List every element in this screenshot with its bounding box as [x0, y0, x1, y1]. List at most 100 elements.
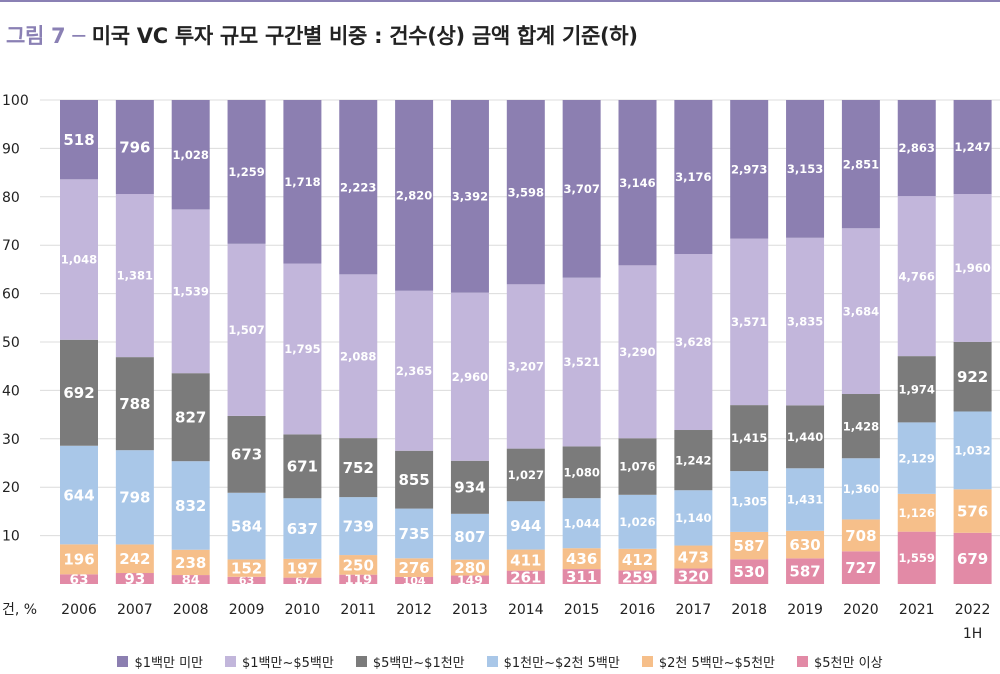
data-label: 276	[398, 559, 429, 577]
x-tick-label: 2019	[787, 602, 823, 618]
data-label: 673	[231, 446, 262, 464]
data-label: 587	[789, 563, 820, 581]
bar-segment-lt1m	[60, 100, 98, 180]
bar-segment-lt1m	[674, 100, 713, 255]
y-tick-label: 80	[2, 190, 20, 206]
x-tick-label: 2022	[955, 602, 991, 618]
bar-segment-lt1m	[450, 100, 489, 293]
x-tick-label: 1H	[963, 626, 982, 642]
x-tick-label: 2006	[61, 602, 97, 618]
bar-segment-m1_5	[171, 209, 210, 374]
bar-segment-m10_25	[60, 445, 98, 545]
x-tick-label: 2012	[396, 602, 432, 618]
bar-segment-m10_25	[227, 492, 266, 560]
bar-segment-gt50	[730, 559, 769, 584]
data-label: 4,766	[899, 269, 935, 283]
data-label: 1,974	[899, 382, 935, 396]
bar-segment-gt50	[786, 558, 825, 584]
data-label: 3,392	[452, 189, 488, 203]
bar-segment-m10_25	[786, 468, 825, 531]
data-label: 530	[734, 563, 765, 581]
bar-segment-m25_50	[841, 519, 880, 552]
legend-swatch	[224, 656, 236, 667]
data-label: 1,076	[619, 460, 655, 474]
bar-segment-lt1m	[115, 100, 154, 195]
bar-segment-m5_10	[730, 405, 769, 472]
y-tick-label: 40	[2, 383, 20, 399]
bar-segment-gt50	[841, 551, 880, 584]
data-label: 149	[457, 572, 483, 587]
bar-segment-m5_10	[60, 339, 98, 446]
data-label: 3,521	[563, 355, 599, 369]
bar-segment-m1_5	[841, 228, 880, 395]
data-label: 630	[789, 536, 820, 554]
x-tick-label: 2021	[899, 602, 935, 618]
data-label: 2,851	[843, 157, 879, 171]
x-tick-label: 2017	[676, 602, 712, 618]
data-label: 104	[403, 574, 426, 587]
data-label: 2,223	[340, 180, 376, 194]
bar-segment-m25_50	[730, 531, 769, 560]
bar-segment-gt50	[562, 569, 601, 584]
data-label: 1,026	[619, 515, 655, 529]
data-label: 1,305	[731, 495, 767, 509]
data-label: 1,381	[117, 269, 153, 283]
data-label: 1,431	[787, 493, 823, 507]
bar-segment-lt1m	[227, 100, 266, 244]
figure-number: 그림 7 ─	[6, 24, 85, 48]
y-tick-label: 100	[2, 93, 29, 109]
data-label: 2,960	[452, 370, 488, 384]
data-label: 3,571	[731, 315, 767, 329]
bar-segment-m25_50	[171, 549, 210, 576]
data-label: 692	[63, 384, 94, 402]
bar-segment-lt1m	[730, 100, 769, 239]
data-label: 3,628	[675, 335, 711, 349]
x-tick-label: 2020	[843, 602, 879, 618]
bar-segment-m25_50	[562, 548, 601, 570]
bar-segment-m10_25	[897, 422, 936, 494]
legend: $1백만 미만 $1백만~$5백만 $5백만~$1천만 $1천만~$2천 5백만 $2천…	[0, 652, 1000, 671]
bar-segment-gt50	[115, 573, 154, 584]
bar-segment-m10_25	[730, 471, 769, 532]
data-label: 1,259	[228, 165, 264, 179]
x-tick-label: 2011	[340, 602, 376, 618]
data-label: 708	[845, 527, 876, 545]
data-label: 2,973	[731, 162, 767, 176]
chart-title: 그림 7 ─ 미국 VC 투자 규모 구간별 비중 : 건수(상) 금액 합계 …	[6, 20, 638, 50]
bar-segment-lt1m	[618, 100, 657, 266]
data-label: 1,415	[731, 431, 767, 445]
y-tick-label: 10	[2, 529, 20, 545]
bar-segment-m1_5	[115, 194, 154, 358]
chart-title-text: 미국 VC 투자 규모 구간별 비중 : 건수(상) 금액 합계 기준(하)	[91, 24, 638, 48]
bar-segment-lt1m	[897, 100, 936, 197]
x-tick-label: 2018	[731, 602, 767, 618]
legend-label: $2천 5백만~$5천만	[658, 656, 776, 671]
data-label: 584	[231, 517, 262, 535]
bar-segment-m1_5	[730, 238, 769, 406]
x-tick-label: 2008	[173, 602, 209, 618]
bar-segment-m10_25	[171, 461, 210, 550]
data-label: 944	[510, 517, 541, 535]
legend-item-m1_5: $1백만~$5백만	[224, 652, 334, 671]
legend-item-m5_10: $5백만~$1천만	[355, 652, 465, 671]
legend-item-gt50: $5천만 이상	[797, 652, 883, 671]
legend-label: $1백만 미만	[134, 656, 203, 671]
bar-segment-gt50	[60, 574, 98, 584]
data-label: 1,507	[228, 323, 264, 337]
bar-segment-m10_25	[450, 513, 489, 560]
data-label: 1,028	[173, 148, 209, 162]
data-label: 922	[957, 368, 988, 386]
data-label: 1,140	[675, 511, 711, 525]
bar-segment-m10_25	[562, 498, 601, 549]
data-label: 518	[63, 131, 94, 149]
bar-segment-m5_10	[227, 415, 266, 493]
legend-item-m25_50: $2천 5백만~$5천만	[641, 652, 776, 671]
y-tick-label: 70	[2, 238, 20, 254]
y-tick-label: 90	[2, 141, 20, 157]
data-label: 1,360	[843, 482, 879, 496]
bar-segment-m10_25	[115, 450, 154, 545]
bar-segment-m1_5	[618, 265, 657, 439]
legend-swatch	[797, 656, 809, 667]
data-label: 3,598	[508, 185, 544, 199]
